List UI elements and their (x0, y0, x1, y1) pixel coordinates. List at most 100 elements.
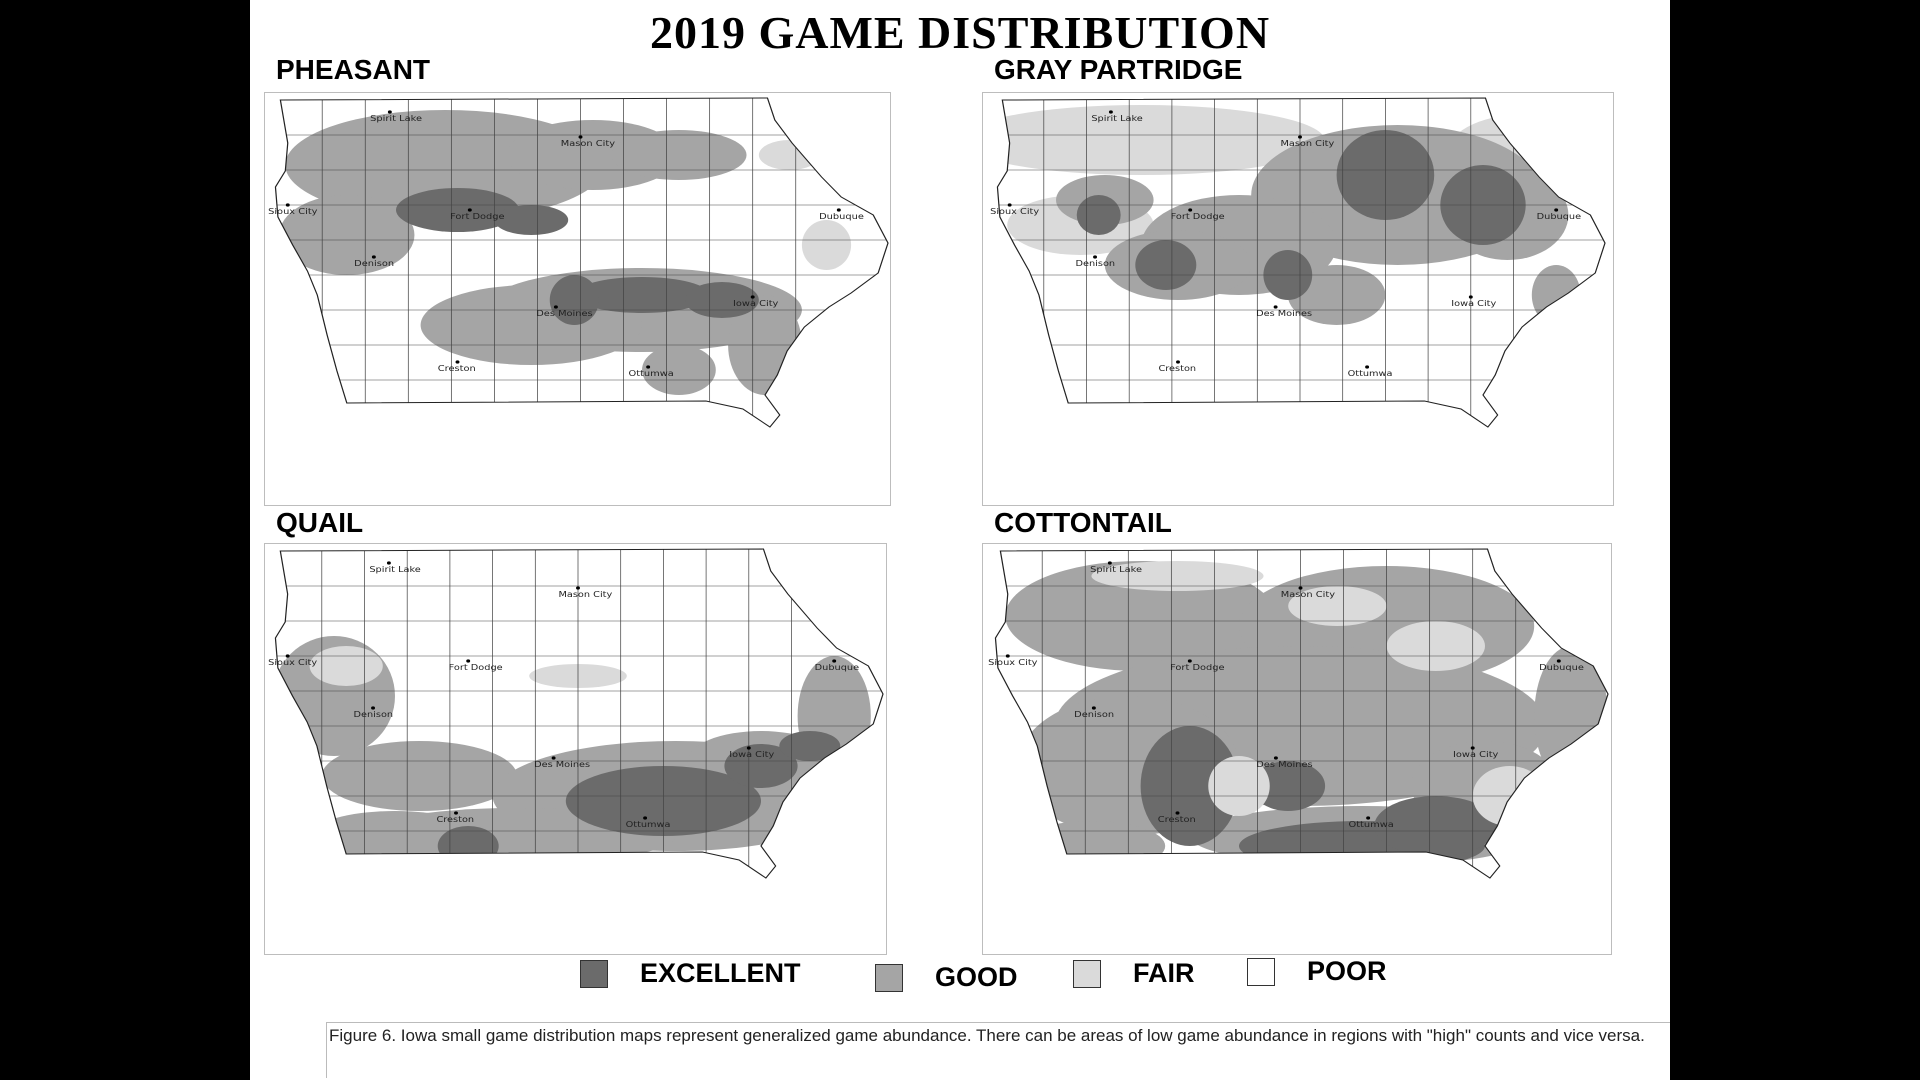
abundance-zone (642, 345, 716, 395)
city-marker (1176, 360, 1180, 364)
abundance-zone (1531, 265, 1581, 325)
city-label: Sioux City (988, 659, 1038, 668)
city-marker (285, 203, 290, 207)
gray-partridge-map: Spirit Lake Mason City Sioux City Fort Dodg… (982, 92, 1614, 506)
legend-fair: FAIR (1073, 958, 1195, 989)
city-marker (578, 135, 583, 139)
city-label: Mason City (1280, 140, 1334, 149)
city-label: Ottumwa (1348, 370, 1393, 379)
city-label: Dubuque (819, 213, 864, 222)
abundance-zone (1076, 195, 1121, 235)
pheasant-map: Spirit Lake Mason City Sioux City Fort Dodg… (264, 92, 891, 506)
city-marker (467, 208, 472, 212)
figure-caption: Figure 6. Iowa small game distribution m… (326, 1022, 1670, 1078)
city-label: Spirit Lake (369, 566, 420, 575)
city-label: Spirit Lake (370, 115, 422, 124)
city-marker (836, 208, 841, 212)
city-label: Dubuque (1539, 664, 1584, 673)
legend-excellent: EXCELLENT (580, 958, 801, 989)
abundance-zone (549, 275, 599, 325)
city-label: Denison (354, 711, 394, 720)
quail-map-label: QUAIL (276, 507, 364, 538)
city-label: Ottumwa (628, 370, 673, 379)
city-marker (1093, 255, 1097, 259)
legend-poor: POOR (1247, 956, 1387, 987)
city-marker (1108, 110, 1113, 114)
city-label: Spirit Lake (1090, 566, 1142, 575)
cottontail-map: Spirit Lake Mason City Sioux City Fort Dodg… (982, 543, 1612, 955)
abundance-zone (309, 811, 481, 861)
city-label: Ottumwa (1348, 821, 1393, 830)
city-label: Creston (436, 816, 474, 825)
city-label: Des Moines (1256, 310, 1312, 319)
city-label: Mason City (561, 140, 616, 149)
legend: EXCELLENT GOOD FAIR POOR (250, 956, 1670, 998)
city-marker (1470, 746, 1475, 750)
city-label: Des Moines (534, 761, 590, 770)
city-marker (1005, 654, 1010, 658)
abundance-zone (1374, 796, 1498, 856)
fair-swatch (1073, 959, 1101, 988)
city-label: Des Moines (1256, 761, 1313, 770)
city-marker (1298, 586, 1303, 590)
city-marker (1273, 305, 1278, 309)
city-marker (454, 811, 458, 815)
city-marker (387, 110, 392, 114)
city-marker (466, 659, 471, 663)
city-label: Iowa City (733, 300, 779, 309)
city-label: Dubuque (815, 664, 859, 673)
abundance-zone (1251, 761, 1326, 811)
city-marker (1554, 208, 1559, 212)
city-marker (1107, 561, 1112, 565)
quail-map: Spirit Lake Mason City Sioux City Fort Dodg… (264, 543, 887, 955)
excellent-swatch (580, 959, 608, 988)
city-label: Sioux City (268, 208, 318, 217)
city-marker (1556, 659, 1561, 663)
abundance-zone (1386, 621, 1485, 671)
city-label: Sioux City (990, 208, 1039, 217)
city-marker (750, 295, 755, 299)
gray-partridge-map-label: GRAY PARTRIDGE (994, 54, 1243, 85)
city-marker (646, 365, 651, 369)
abundance-zone (801, 220, 852, 270)
city-label: Mason City (1281, 591, 1336, 600)
city-marker (1365, 365, 1370, 369)
abundance-zone (1091, 561, 1264, 591)
abundance-zone (1017, 821, 1166, 871)
city-label: Mason City (558, 591, 612, 600)
city-marker (1468, 295, 1473, 299)
city-label: Iowa City (1451, 300, 1496, 309)
city-marker (371, 706, 375, 710)
city-label: Spirit Lake (1091, 115, 1142, 124)
city-marker (285, 654, 290, 658)
abundance-zone (279, 195, 415, 275)
city-marker (1187, 659, 1192, 663)
abundance-zone (494, 205, 569, 235)
city-label: Iowa City (729, 751, 774, 760)
city-label: Dubuque (1537, 213, 1581, 222)
abundance-zone (724, 744, 798, 788)
abundance-zone (574, 277, 710, 313)
city-label: Fort Dodge (1171, 213, 1225, 222)
abundance-zone (1288, 586, 1387, 626)
city-marker (551, 756, 556, 760)
city-label: Fort Dodge (449, 664, 503, 673)
city-label: Fort Dodge (1170, 664, 1225, 673)
abundance-zone (611, 130, 747, 180)
city-label: Ottumwa (626, 821, 671, 830)
city-label: Iowa City (1453, 751, 1499, 760)
city-marker (746, 746, 751, 750)
city-marker (371, 255, 376, 259)
city-label: Des Moines (536, 310, 593, 319)
legend-good: GOOD (875, 962, 1018, 993)
abundance-zone (779, 731, 841, 761)
abundance-zone (997, 105, 1325, 175)
city-label: Creston (1158, 365, 1196, 374)
figure-title: 2019 GAME DISTRIBUTION (649, 7, 1271, 58)
city-marker (1091, 706, 1096, 710)
city-marker (832, 659, 837, 663)
city-label: Denison (1076, 260, 1116, 269)
city-marker (1366, 816, 1371, 820)
cottontail-map-label: COTTONTAIL (994, 507, 1172, 538)
abundance-zone (437, 826, 499, 866)
